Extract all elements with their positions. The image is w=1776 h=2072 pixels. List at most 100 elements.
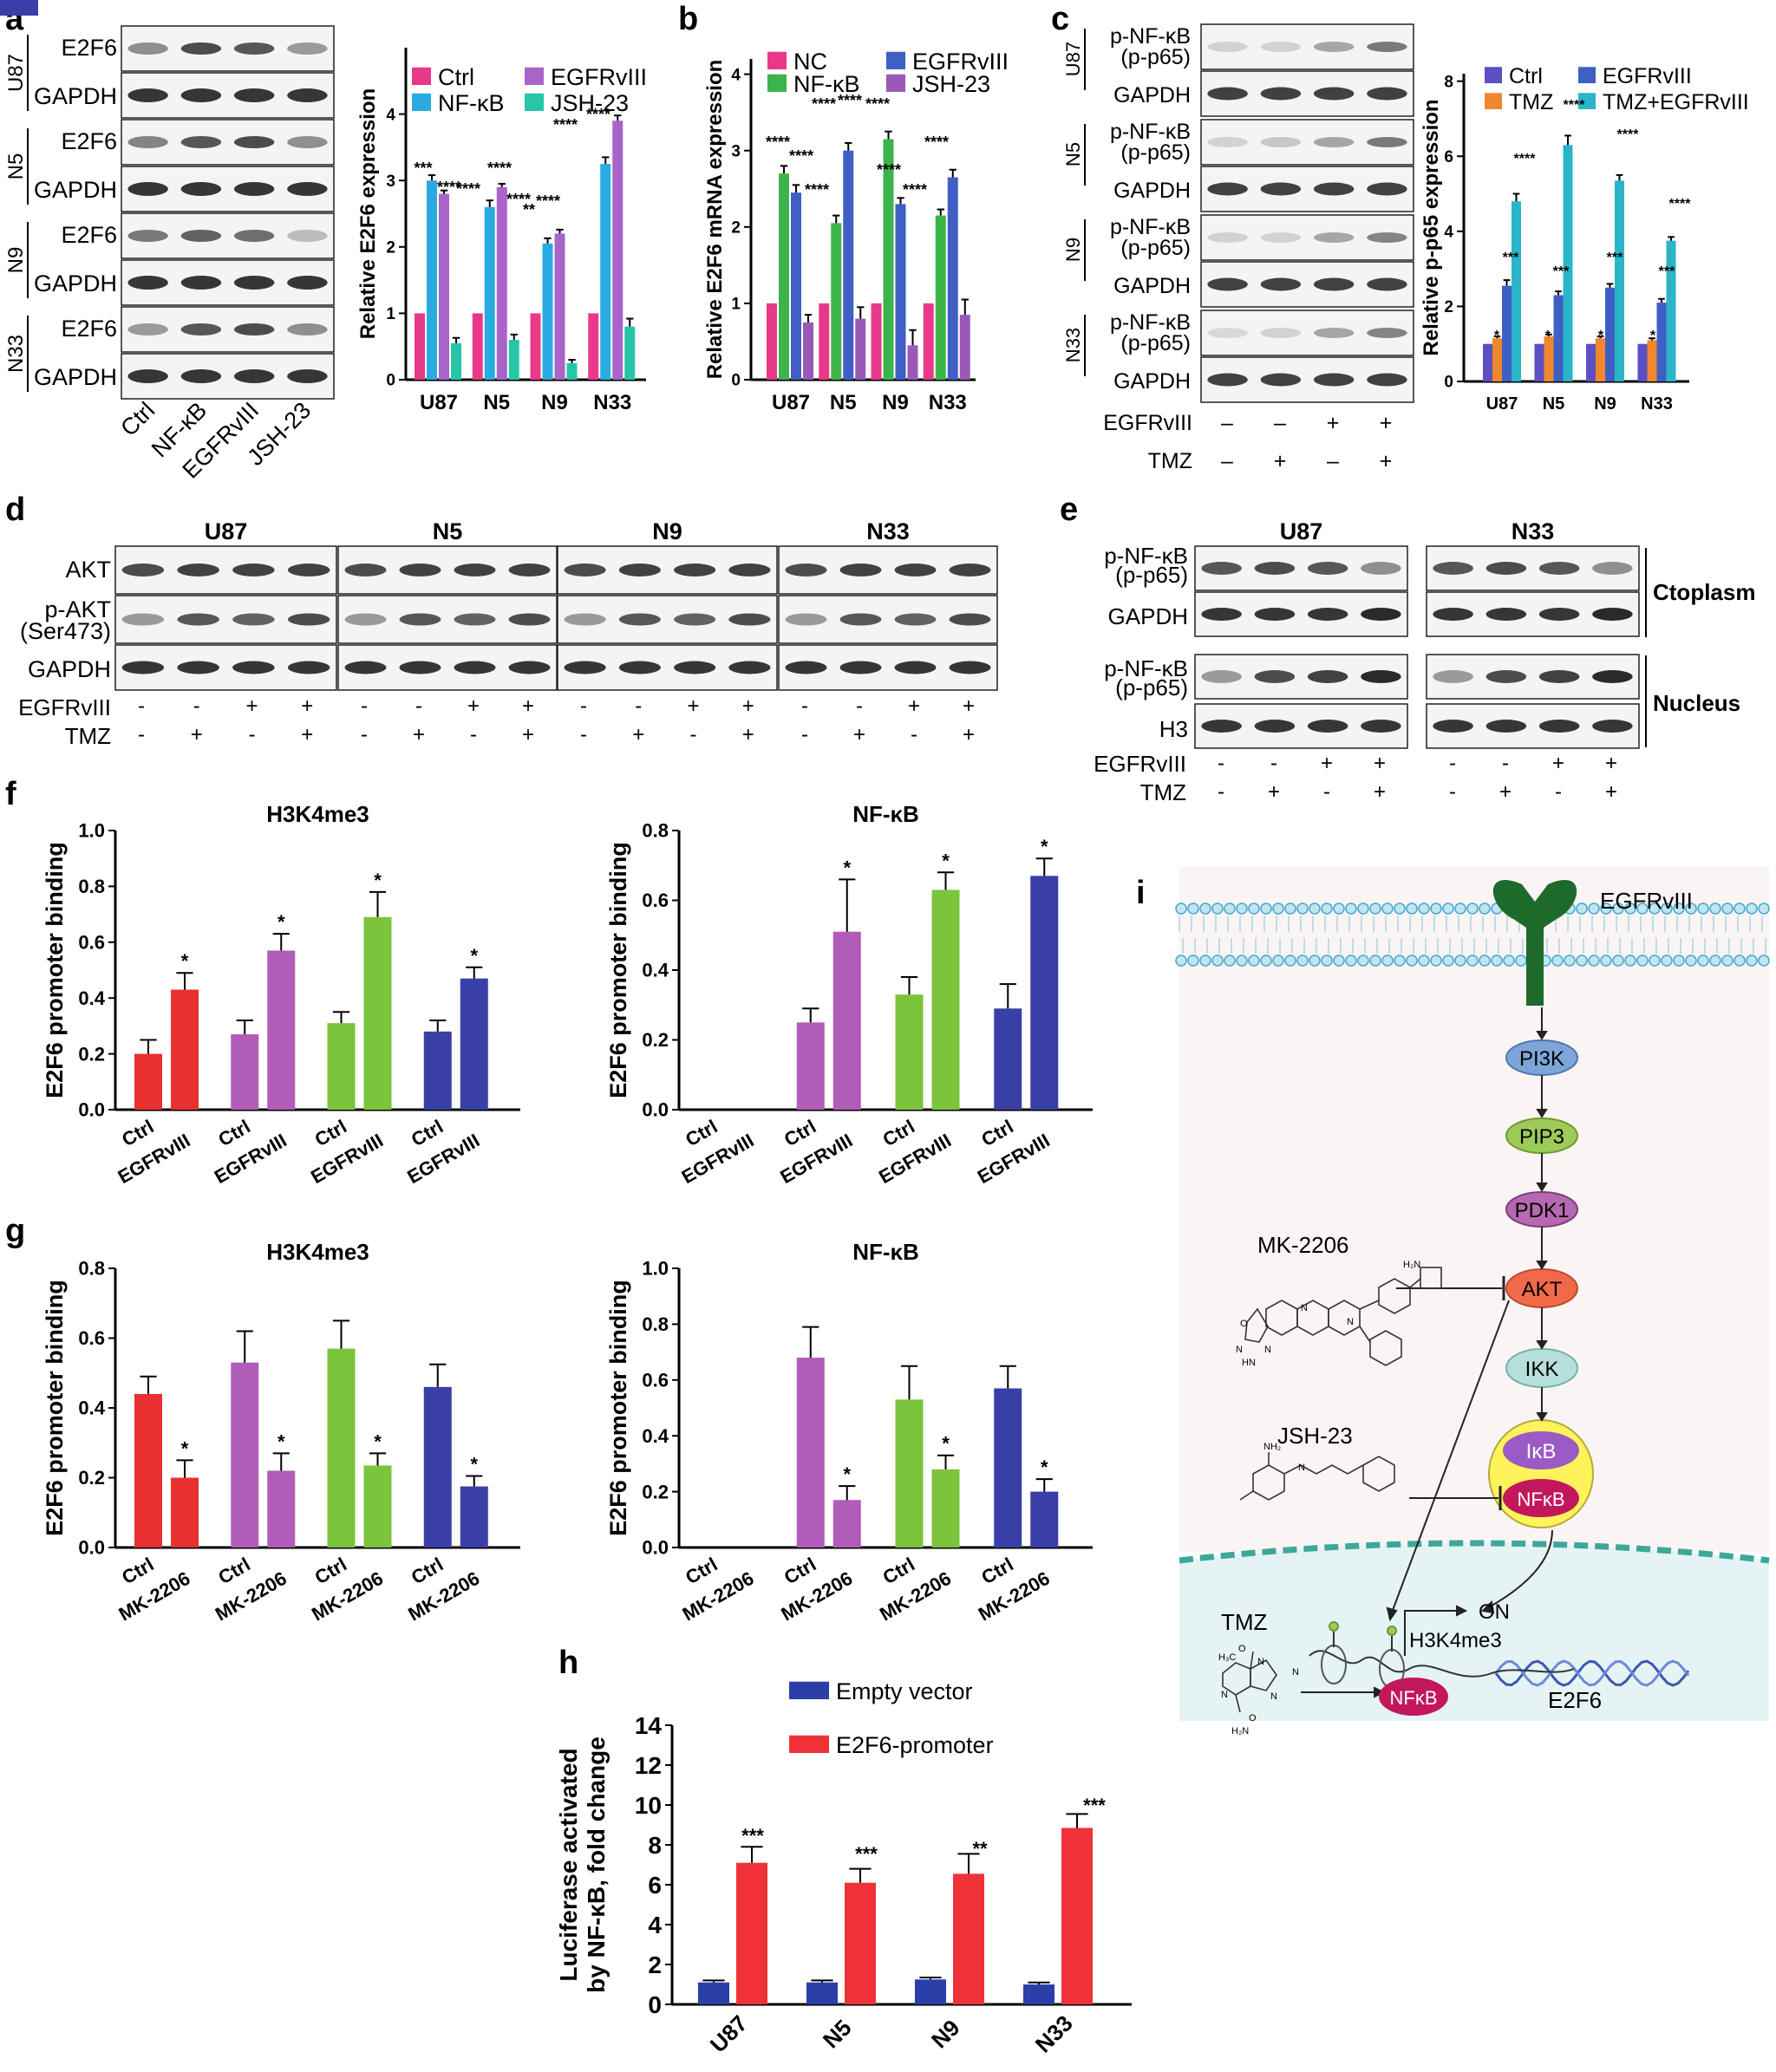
bar-jsh-23 <box>566 362 578 380</box>
lipid-head <box>1248 955 1260 967</box>
y-tick-label: 3 <box>731 142 741 160</box>
treatment-row-label: EGFRvIII <box>1094 751 1186 777</box>
ikk-label: IKK <box>1525 1358 1559 1381</box>
bar-tmz-egfrviii <box>1666 240 1676 381</box>
significance-label: **** <box>1617 127 1640 142</box>
significance-label: * <box>181 950 189 972</box>
y-tick-label: 0.4 <box>642 1425 669 1447</box>
chart-title: H3K4me3 <box>266 1239 369 1265</box>
blot-band <box>1313 87 1355 101</box>
blot-band <box>1207 182 1248 196</box>
blot-membrane <box>121 306 335 353</box>
y-tick-label: 0.8 <box>78 1258 105 1280</box>
blot-band <box>1207 277 1248 291</box>
treatment-sign: – <box>1221 449 1233 473</box>
significance-label: * <box>843 857 851 878</box>
legend-swatch <box>767 51 787 69</box>
legend-swatch <box>1578 67 1596 83</box>
significance-label: **** <box>1669 197 1692 212</box>
bar-primer-2 <box>267 950 296 1110</box>
y-tick-label: 3 <box>386 173 395 191</box>
blot-band <box>508 661 551 674</box>
significance-label: **** <box>437 179 461 196</box>
significance-label: *** <box>414 160 432 177</box>
lipid-head <box>1406 955 1418 967</box>
treatment-sign: + <box>1374 752 1386 775</box>
lipid-head <box>1588 955 1600 967</box>
blot-band <box>728 564 771 577</box>
blot-band <box>1485 670 1527 683</box>
bar-ctrl <box>1637 343 1648 381</box>
lipid-head <box>1175 902 1187 915</box>
blot-band <box>121 564 165 577</box>
h3k4me3-label: H3K4me3 <box>1409 1629 1502 1652</box>
treatment-sign: + <box>1374 780 1386 804</box>
panel-letter-b: b <box>678 1 698 37</box>
atom-label: H₂N <box>1403 1260 1420 1270</box>
bar-jsh-23 <box>803 322 813 380</box>
lipid-head <box>1758 955 1770 967</box>
lipid-head <box>1211 955 1224 967</box>
bar-primer-2 <box>832 1500 861 1547</box>
pip3-label: PIP3 <box>1519 1125 1564 1149</box>
treatment-sign: + <box>632 723 644 746</box>
bar-tmz <box>1647 340 1657 381</box>
bar-nf-b <box>935 215 946 380</box>
bar-empty-vector <box>806 1982 838 2004</box>
blot-band <box>454 564 496 577</box>
y-tick-label: 0.2 <box>78 1043 105 1065</box>
blot-band <box>1433 608 1473 621</box>
treatment-sign: + <box>1274 449 1287 473</box>
x-category-label: N33 <box>929 391 967 414</box>
treatment-sign: + <box>1380 411 1393 435</box>
blot-label: (p-p65) <box>1115 674 1188 700</box>
y-tick-label: 0 <box>386 372 395 390</box>
bar-egfrviii <box>895 204 906 380</box>
blot-band <box>454 661 496 674</box>
blot-band <box>177 613 219 626</box>
blot-band <box>949 564 991 577</box>
lipid-head <box>1721 902 1734 915</box>
atom-label: N <box>1257 1657 1264 1667</box>
x-category-label: Ctrl <box>879 1554 918 1589</box>
y-axis-label: Relative E2F6 mRNA expression <box>703 60 727 380</box>
treatment-sign: - <box>1323 780 1330 804</box>
legend-label: Primer 3 <box>698 0 1776 5</box>
blot-band <box>127 230 168 242</box>
lipid-head <box>1418 955 1430 967</box>
blot-band <box>127 88 168 102</box>
significance-label: **** <box>805 181 829 199</box>
blot-band <box>287 564 330 577</box>
bar-primer-4 <box>1030 1491 1059 1547</box>
blot-band <box>1260 42 1302 52</box>
blot-band <box>344 564 387 577</box>
x-category-label: N5 <box>1543 394 1565 414</box>
ikb-label: IκB <box>1526 1440 1557 1463</box>
significance-label: **** <box>1564 98 1586 113</box>
lipid-head <box>1333 955 1345 967</box>
treatment-sign: - <box>193 694 200 718</box>
bar-egfrviii <box>1502 285 1512 381</box>
x-category-label: N5 <box>483 391 510 414</box>
atom-label: O <box>1249 1713 1257 1723</box>
blot-band <box>1433 562 1473 575</box>
lipid-head <box>1454 955 1466 967</box>
lipid-head <box>1576 955 1588 967</box>
atom-label: N <box>1264 1345 1271 1355</box>
x-category-label: Ctrl <box>879 1116 918 1151</box>
bar-primer-3 <box>363 1465 392 1547</box>
lipid-head <box>1187 902 1199 915</box>
blot-band <box>1260 277 1302 291</box>
blot-band <box>564 613 606 626</box>
blot-band <box>1313 232 1355 243</box>
x-category-label: Ctrl <box>214 1116 253 1151</box>
lipid-head <box>1321 955 1333 967</box>
blot-band <box>839 661 882 674</box>
blot-band <box>180 182 222 196</box>
blot-band <box>1313 42 1355 52</box>
blot-band <box>180 323 222 336</box>
chart-h: 0 2 4 6 8 10 12 14 Luciferase activated by NF-κB,… <box>555 1678 1132 2057</box>
x-category-label: Ctrl <box>977 1554 1016 1589</box>
treatment-sign: - <box>1218 780 1224 804</box>
